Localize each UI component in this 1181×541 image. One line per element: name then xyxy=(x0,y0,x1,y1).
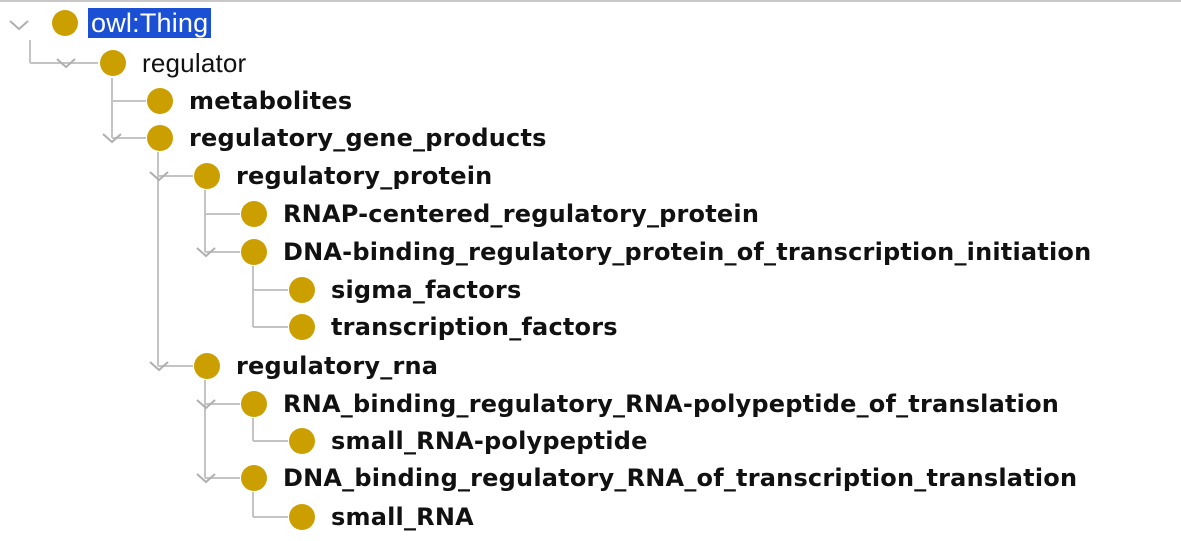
class-icon xyxy=(241,391,267,417)
tree-node-label[interactable]: metabolites xyxy=(189,87,353,115)
class-icon xyxy=(194,353,220,379)
expand-chevron-icon[interactable] xyxy=(55,56,77,70)
tree-node-label[interactable]: regulator xyxy=(142,48,247,78)
tree-node-label[interactable]: RNAP-centered_regulatory_protein xyxy=(283,200,760,228)
class-icon xyxy=(100,50,126,76)
class-icon xyxy=(147,88,173,114)
tree-node-label[interactable]: DNA-binding_regulatory_protein_of_transc… xyxy=(283,238,1092,266)
expand-chevron-icon[interactable] xyxy=(148,169,170,183)
class-icon xyxy=(289,314,315,340)
class-icon xyxy=(194,163,220,189)
expand-chevron-icon[interactable] xyxy=(195,245,217,259)
expand-chevron-icon[interactable] xyxy=(148,359,170,373)
class-icon xyxy=(289,504,315,530)
tree-node-label[interactable]: regulatory_rna xyxy=(236,352,439,380)
tree-node-label[interactable]: transcription_factors xyxy=(331,313,618,341)
tree-node-label[interactable]: small_RNA-polypeptide xyxy=(331,427,648,455)
class-icon xyxy=(289,277,315,303)
class-icon xyxy=(289,428,315,454)
tree-node-label[interactable]: sigma_factors xyxy=(331,276,522,304)
class-icon xyxy=(147,125,173,151)
tree-node-label[interactable]: owl:Thing xyxy=(88,8,212,38)
tree-node-label[interactable]: regulatory_gene_products xyxy=(189,124,547,152)
expand-chevron-icon[interactable] xyxy=(195,397,217,411)
expand-chevron-icon[interactable] xyxy=(195,471,217,485)
class-icon xyxy=(241,465,267,491)
tree-node-label[interactable]: DNA_binding_regulatory_RNA_of_transcript… xyxy=(283,464,1078,492)
expand-chevron-icon[interactable] xyxy=(8,18,30,32)
class-icon xyxy=(52,10,78,36)
class-icon xyxy=(241,201,267,227)
class-icon xyxy=(241,239,267,265)
expand-chevron-icon[interactable] xyxy=(101,131,123,145)
top-border xyxy=(0,0,1181,2)
tree-node-label[interactable]: RNA_binding_regulatory_RNA-polypeptide_o… xyxy=(283,390,1060,418)
tree-node-label[interactable]: regulatory_protein xyxy=(236,162,493,190)
tree-node-label[interactable]: small_RNA xyxy=(331,503,474,531)
